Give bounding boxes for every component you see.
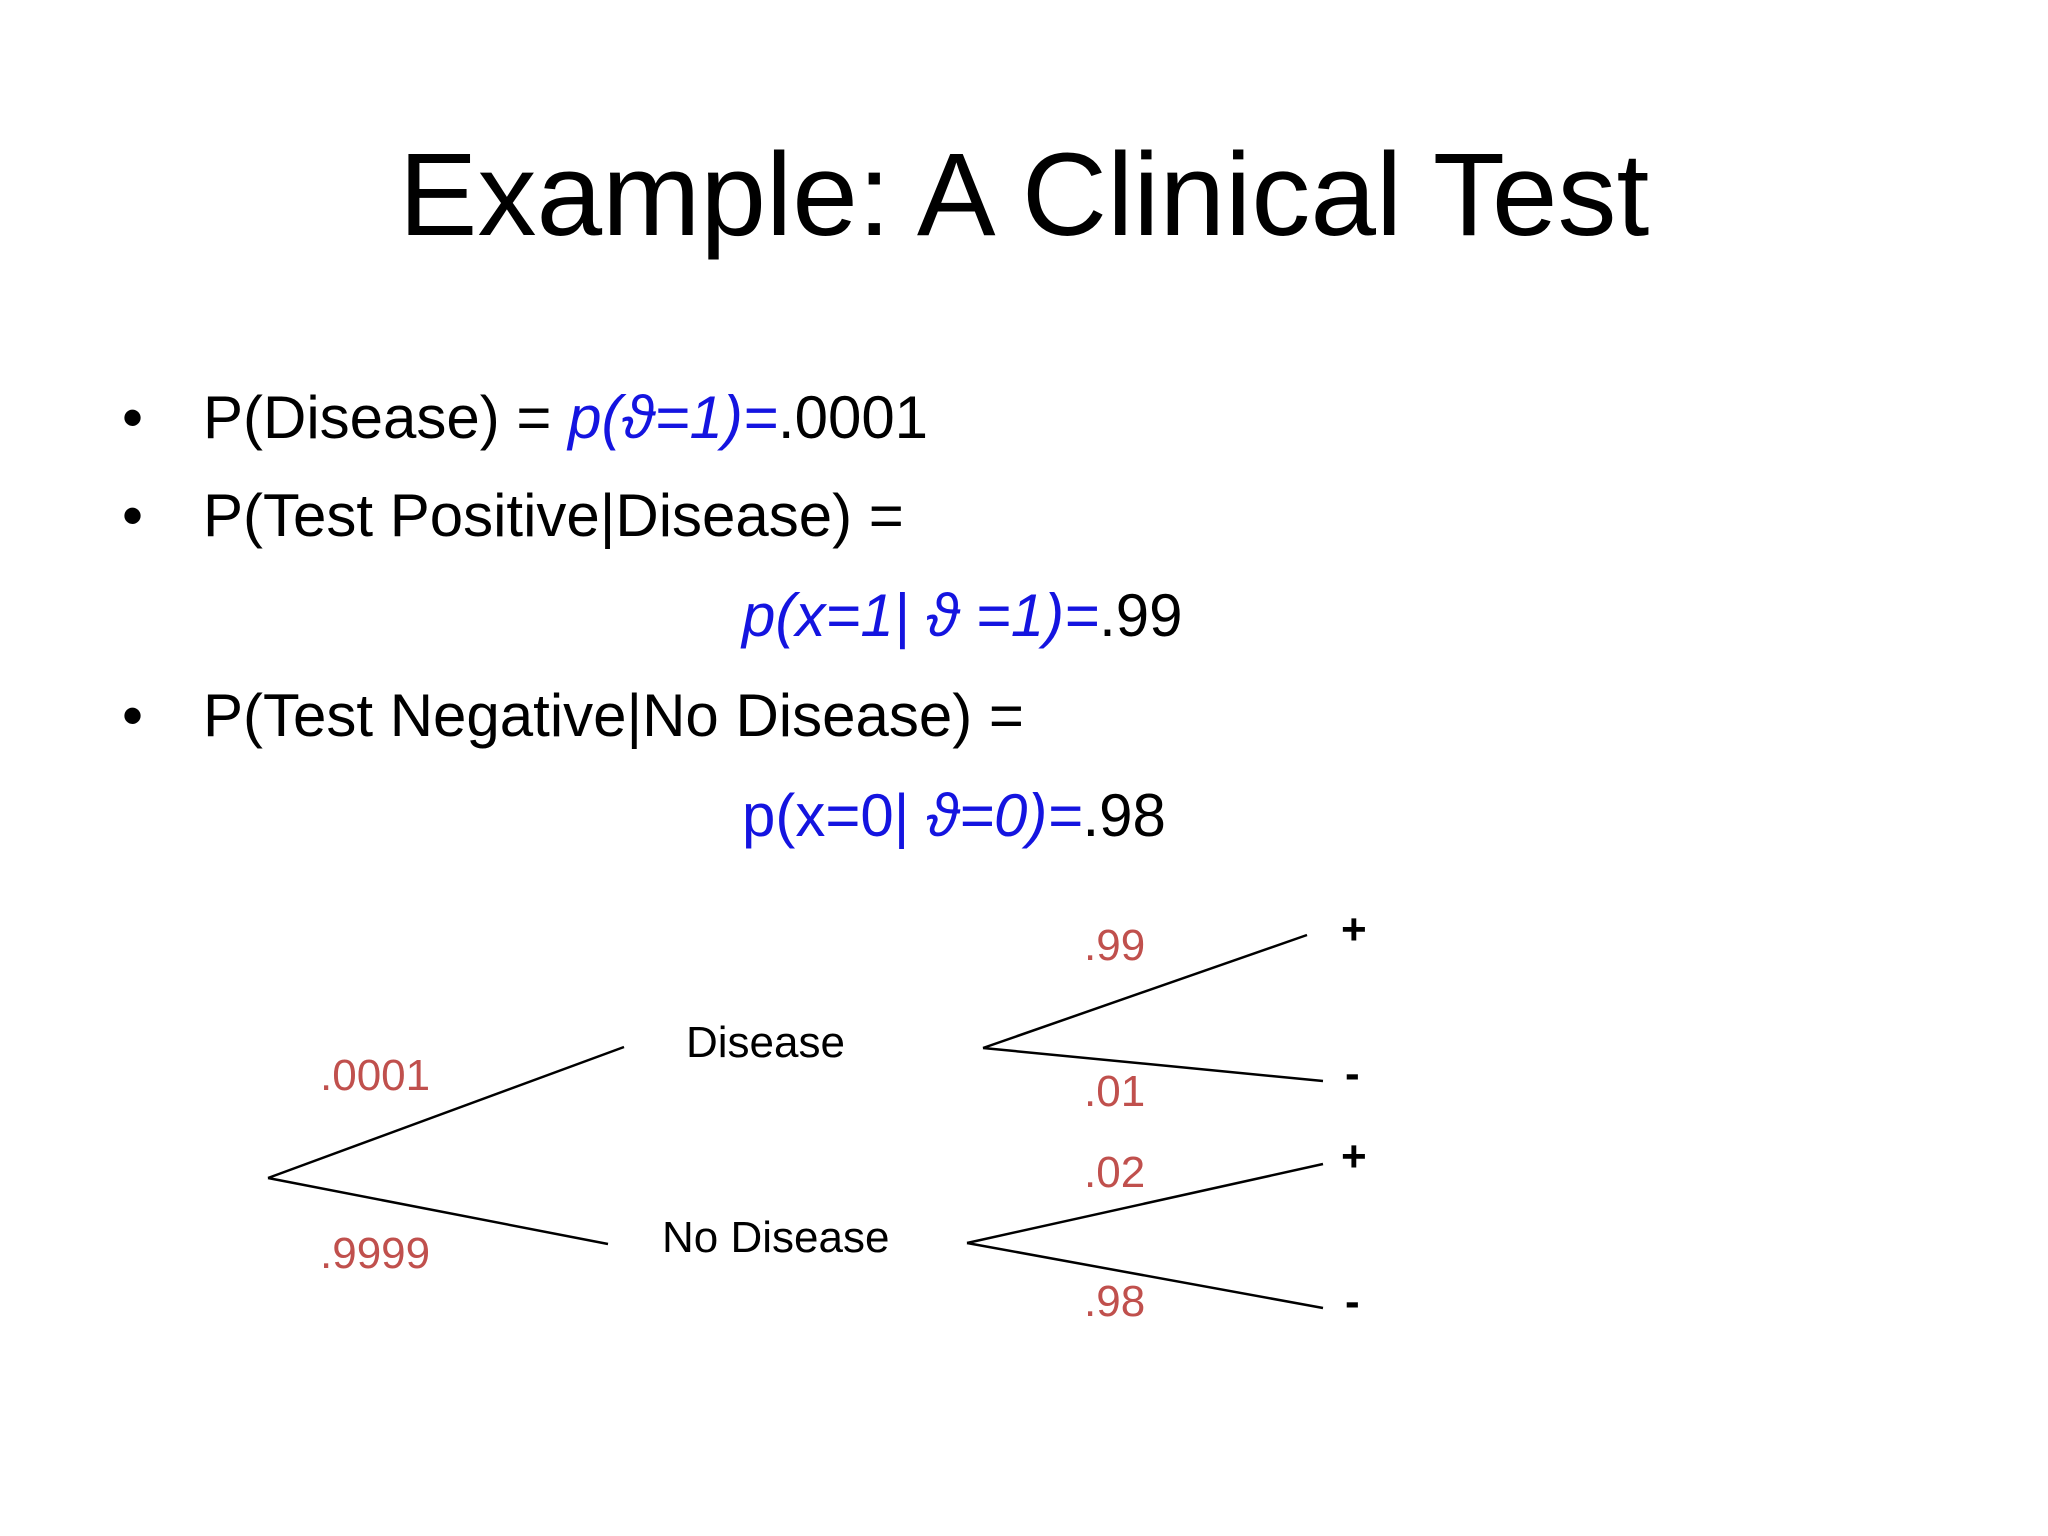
branch-disease-positive: [982, 933, 1308, 1050]
prob-no-disease-positive: .02: [1084, 1148, 1146, 1197]
node-no-disease: No Disease: [662, 1213, 890, 1262]
outcome-no-disease-positive: +: [1341, 1132, 1367, 1181]
prob-disease: .0001: [320, 1051, 431, 1100]
outcome-disease-positive: +: [1341, 905, 1367, 954]
formula: ϑ=0)=: [926, 782, 1083, 849]
formula-line-specificity: p(x=0| ϑ=0)=.98: [742, 780, 1166, 852]
branch-no-disease-negative: [966, 1241, 1324, 1310]
node-disease: Disease: [686, 1018, 845, 1067]
bullet-text: P(Test Negative|No Disease) =: [203, 682, 1024, 749]
slide-title: Example: A Clinical Test: [398, 129, 1650, 261]
branch-disease-negative: [982, 1046, 1324, 1083]
formula: p(ϑ=1)=: [568, 384, 778, 451]
outcome-disease-negative: -: [1345, 1049, 1360, 1098]
bullet-text: P(Disease) =: [203, 384, 569, 451]
branch-no-disease-positive: [966, 1162, 1324, 1245]
bullet-text: P(Test Positive|Disease) =: [203, 482, 904, 549]
bullet-marker: •: [122, 682, 144, 749]
bullet-test-positive: P(Test Positive|Disease) =: [203, 480, 904, 552]
formula: p(x=1| ϑ =1)=: [742, 582, 1100, 649]
formula-value: .98: [1082, 782, 1166, 849]
outcome-no-disease-negative: -: [1345, 1277, 1360, 1326]
formula-value: .0001: [777, 384, 929, 451]
bullet-marker: •: [122, 482, 144, 549]
prob-disease-positive: .99: [1084, 921, 1146, 970]
prob-disease-negative: .01: [1084, 1067, 1146, 1116]
prob-no-disease-negative: .98: [1084, 1277, 1146, 1326]
formula-upright: p(x=0|: [742, 782, 927, 849]
bullet-test-negative: P(Test Negative|No Disease) =: [203, 680, 1024, 752]
formula-line-sensitivity: p(x=1| ϑ =1)=.99: [742, 580, 1183, 652]
bullet-disease-prior: P(Disease) = p(ϑ=1)=.0001: [203, 382, 928, 454]
formula-value: .99: [1099, 582, 1183, 649]
bullet-marker: •: [122, 384, 144, 451]
prob-no-disease: .9999: [320, 1229, 431, 1278]
branch-root-disease: [267, 1045, 625, 1180]
branch-root-no-disease: [267, 1176, 609, 1246]
